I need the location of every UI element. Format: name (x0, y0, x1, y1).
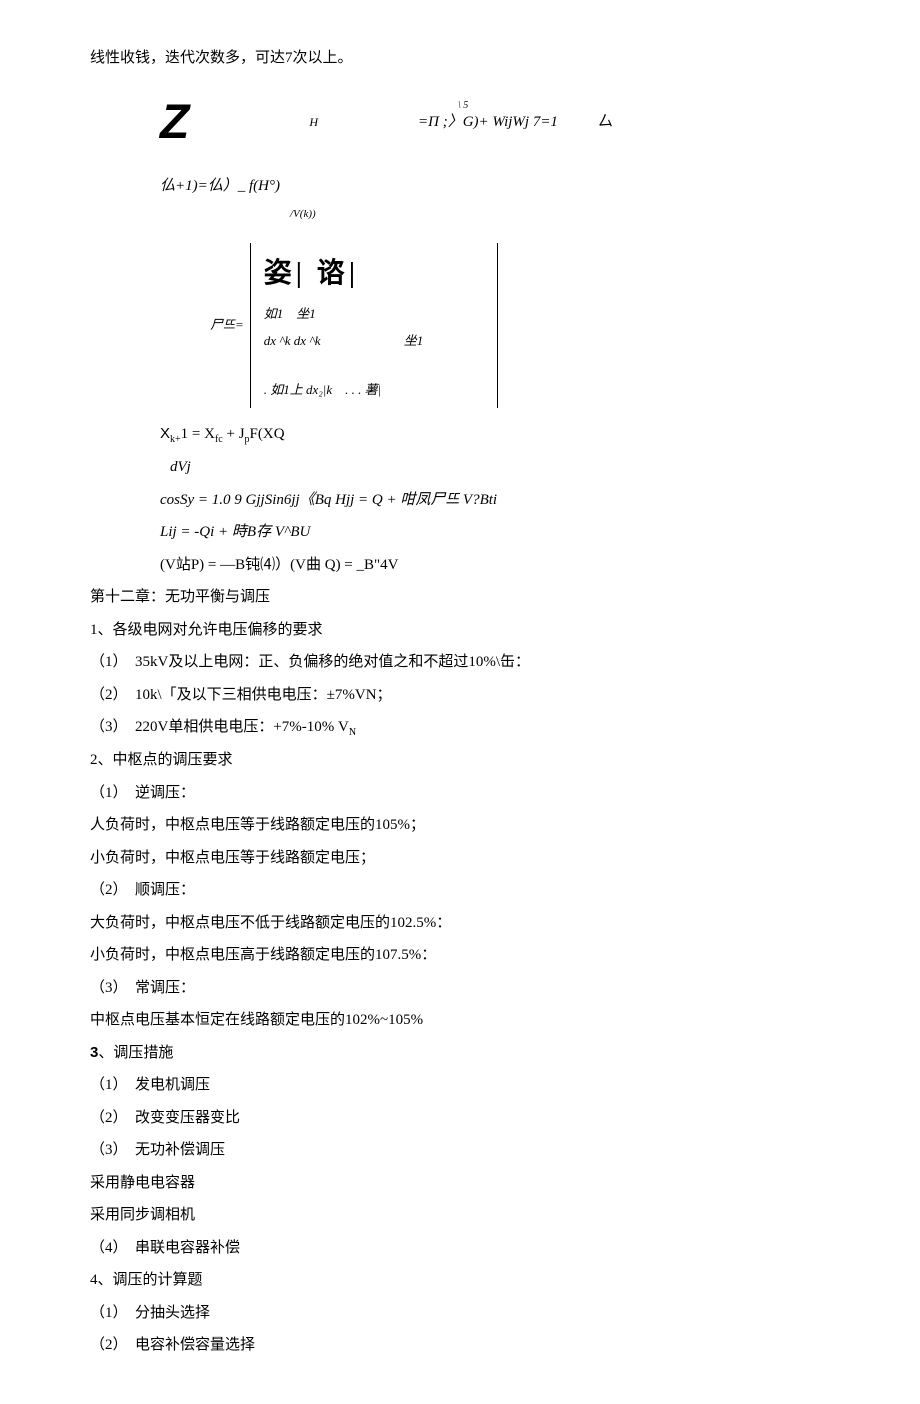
s2-item-1: （1） 逆调压： (90, 779, 830, 808)
eq-4: Lij = -Qi + 時B存 V^BU (160, 518, 830, 547)
math-mu: 厶 (598, 108, 613, 137)
s2-item-1b: 小负荷时，中枢点电压等于线路额定电压； (90, 844, 830, 873)
s3-item-1: （1） 发电机调压 (90, 1071, 830, 1100)
formula-1: 仏+1)=仏）_ f(H°) (160, 172, 830, 201)
s2-item-2b: 小负荷时，中枢点电压高于线路额定电压的107.5%： (90, 941, 830, 970)
s1-item-3: （3） 220V单相供电电压：+7%-10% VN (90, 713, 830, 742)
s3-item-3: （3） 无功补偿调压 (90, 1136, 830, 1165)
eq-5: (V站P) = —B钝⑷）(V曲 Q) = _B"4V (160, 551, 830, 580)
s4-item-1: （1） 分抽头选择 (90, 1299, 830, 1328)
s1-item-1: （1） 35kV及以上电网：正、负偏移的绝对值之和不超过10%\缶： (90, 648, 830, 677)
s4-title: 4、调压的计算题 (90, 1266, 830, 1295)
matrix-line-2b: 坐1 (404, 333, 424, 348)
s1-item-2: （2） 10k\「及以下三相供电电压：±7%VN； (90, 681, 830, 710)
jyan-label: 尸뜨= (210, 313, 244, 338)
matrix-line-3: . 如1上 dx₂|k . . . 薯| (264, 378, 484, 403)
s3-item-3b: 采用同步调相机 (90, 1201, 830, 1230)
matrix-line-2a: dx ^k dx ^k (264, 333, 321, 348)
s2-item-2a: 大负荷时，中枢点电压不低于线路额定电压的102.5%： (90, 909, 830, 938)
formula-1-sub: /V(k)) (290, 204, 830, 225)
eq-2: dVj (170, 453, 830, 482)
math-sup: \ 5 (458, 96, 468, 115)
jacobian-matrix: 姿| 谘| 如1 坐1 dx ^k dx ^k 坐1 . 如1上 dx₂|k .… (250, 243, 498, 408)
intro-text: 线性收钱，迭代次数多，可达7次以上。 (90, 44, 830, 73)
matrix-line-2: dx ^k dx ^k 坐1 (264, 329, 484, 354)
math-h: H (309, 111, 318, 134)
s4-item-2: （2） 电容补偿容量选择 (90, 1331, 830, 1360)
big-z: Z (160, 77, 189, 168)
eq-1: Xk+1 = Xfc + JpF(XQ (160, 420, 830, 449)
matrix-content: 姿| 谘| 如1 坐1 dx ^k dx ^k 坐1 . 如1上 dx₂|k .… (254, 243, 494, 408)
math-row-1: Z H \ 5 =П ;〉G)+ WijWj 7=1 厶 (160, 77, 830, 168)
s3-title: 3、调压措施 (90, 1039, 830, 1068)
s2-item-2: （2） 顺调压： (90, 876, 830, 905)
s2-item-3: （3） 常调压： (90, 974, 830, 1003)
formula-1-text: 仏+1)=仏）_ f(H°) (160, 178, 280, 194)
s3-item-4: （4） 串联电容器补偿 (90, 1234, 830, 1263)
s2-item-3a: 中枢点电压基本恒定在线路额定电压的102%~105% (90, 1006, 830, 1035)
math-right-group: \ 5 =П ;〉G)+ WijWj 7=1 (418, 108, 558, 137)
matrix-right-bracket (494, 243, 498, 408)
eq-3: cosSy = 1.0 9 GjjSin6jj《Bq Hjj = Q + 咁凤尸… (160, 486, 830, 515)
matrix-row: 尸뜨= 姿| 谘| 如1 坐1 dx ^k dx ^k 坐1 . 如1上 dx₂… (210, 235, 830, 416)
s1-title: 1、各级电网对允许电压偏移的要求 (90, 616, 830, 645)
matrix-zinao: 姿| 谘| (264, 247, 484, 300)
s2-title: 2、中枢点的调压要求 (90, 746, 830, 775)
matrix-line-1: 如1 坐1 (264, 302, 484, 327)
chapter-12-title: 第十二章：无功平衡与调压 (90, 583, 830, 612)
s3-item-3a: 采用静电电容器 (90, 1169, 830, 1198)
math-right: =П ;〉G)+ WijWj 7=1 (418, 114, 558, 130)
s3-item-2: （2） 改变变压器变比 (90, 1104, 830, 1133)
s2-item-1a: 人负荷时，中枢点电压等于线路额定电压的105%； (90, 811, 830, 840)
